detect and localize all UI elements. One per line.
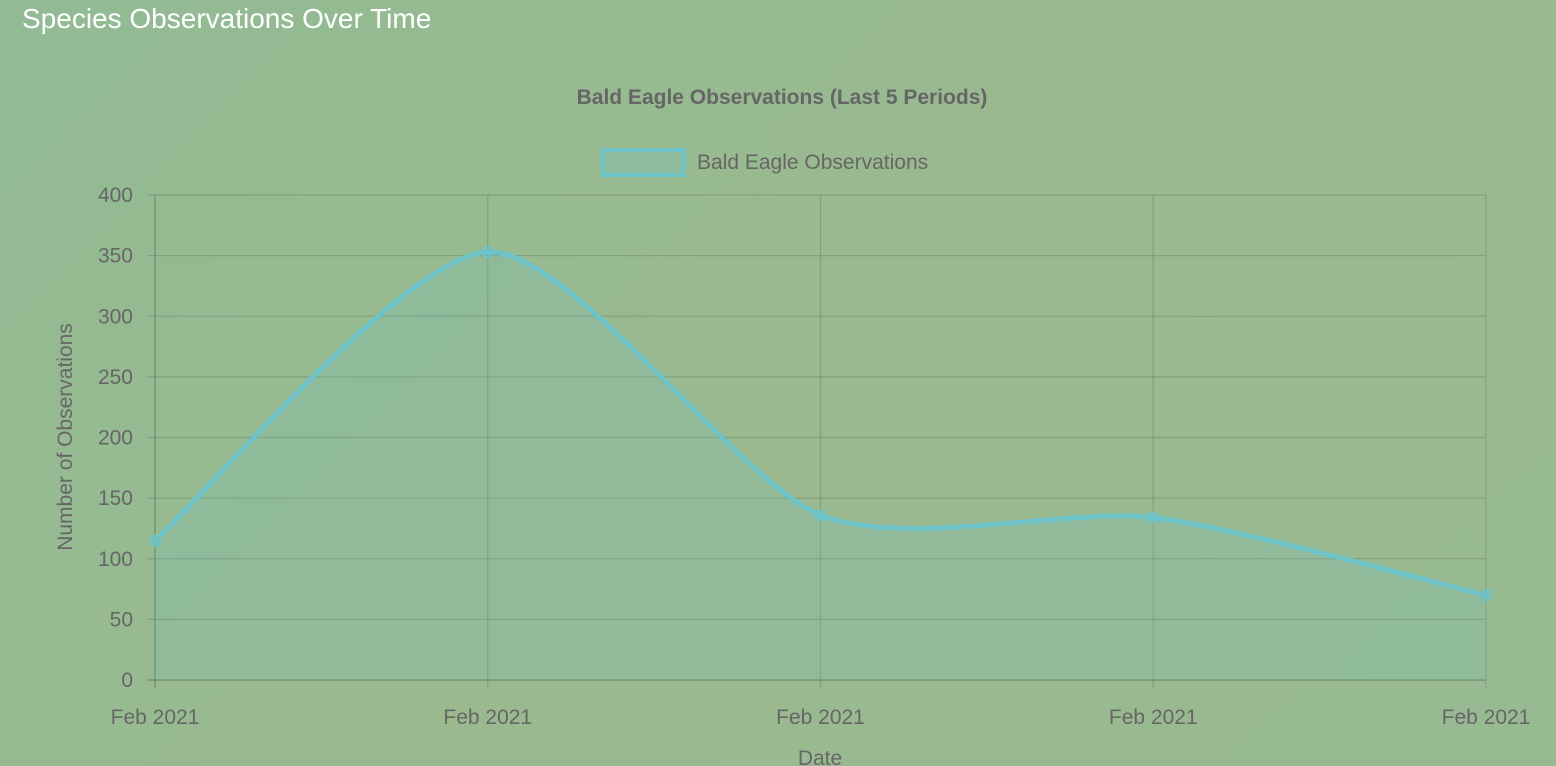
x-tick-label: Feb 2021 — [1442, 706, 1531, 729]
x-tick-label: Feb 2021 — [776, 706, 865, 729]
legend[interactable]: Bald Eagle Observations — [601, 148, 928, 177]
data-point[interactable] — [814, 509, 827, 522]
legend-label: Bald Eagle Observations — [697, 151, 928, 174]
y-axis-ticks: 0 50 100 150 200 250 300 350 400 — [98, 184, 133, 692]
y-tick-label: 100 — [98, 548, 133, 571]
data-point[interactable] — [1147, 511, 1160, 524]
y-tick-label: 350 — [98, 245, 133, 268]
x-axis-ticks: Feb 2021 Feb 2021 Feb 2021 Feb 2021 Feb 2021 — [111, 706, 1531, 729]
y-tick-label: 400 — [98, 184, 133, 207]
data-point[interactable] — [149, 534, 161, 547]
legend-swatch — [601, 148, 686, 177]
x-tick-label: Feb 2021 — [1109, 706, 1198, 729]
data-point[interactable] — [481, 245, 494, 258]
data-point[interactable] — [1480, 589, 1492, 602]
y-tick-label: 50 — [110, 608, 133, 631]
page-title: Species Observations Over Time — [22, 3, 432, 34]
x-tick-label: Feb 2021 — [111, 706, 200, 729]
y-tick-label: 200 — [98, 427, 133, 450]
series-group — [149, 245, 1492, 681]
y-tick-label: 150 — [98, 487, 133, 510]
y-axis-label: Number of Observations — [54, 323, 77, 551]
y-tick-label: 300 — [98, 305, 133, 328]
x-axis-label: Date — [798, 747, 842, 766]
chart-title: Bald Eagle Observations (Last 5 Periods) — [577, 86, 988, 109]
x-tick-label: Feb 2021 — [443, 706, 532, 729]
y-tick-label: 250 — [98, 366, 133, 389]
series-area — [155, 251, 1486, 681]
y-tick-label: 0 — [121, 669, 133, 692]
grid — [147, 194, 1487, 688]
series-line — [152, 249, 1489, 598]
